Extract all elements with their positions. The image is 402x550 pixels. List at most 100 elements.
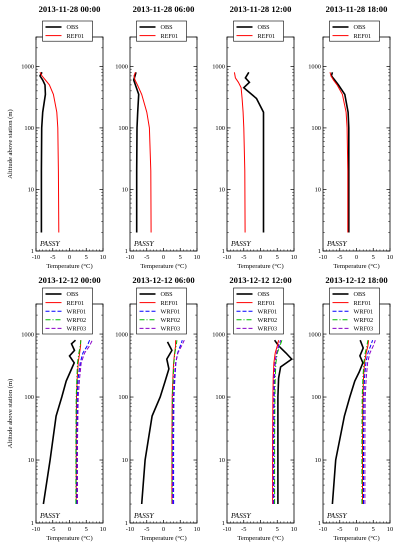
legend-box [42,20,93,42]
y-tick-label: 1000 [308,64,321,71]
panel-1: 2013-11-28 00:00 -10 -5 0 5 10 1 10 100 1000 Tempe… [7,4,106,270]
y-tick-label: 100 [215,125,225,132]
x-tick-label: -10 [223,526,232,533]
legend-label: WRF01 [161,308,181,315]
x-tick-label: 0 [162,254,165,261]
series-line-ref01 [39,72,60,233]
series-line-obs [242,71,265,233]
legend-label: REF01 [161,300,179,307]
x-tick-label: -10 [32,526,41,533]
legend-label: WRF03 [161,326,181,333]
series-line-wrf02 [274,340,283,504]
legend-label: OBS [67,291,80,298]
y-tick-label: 1000 [212,64,225,71]
series-line-ref01 [133,72,152,233]
series-line-obs [42,339,77,505]
y-axis-label: Altitude above station (m) [7,109,14,178]
legend: OBS REF01 [42,20,93,42]
series-line-wrf03 [364,340,376,504]
legend: OBS REF01 [136,20,187,42]
plot-frame [35,36,104,252]
x-tick-label: 0 [259,526,262,533]
legend-box [329,287,380,335]
legend-label: REF01 [354,300,372,307]
legend-label: REF01 [67,33,85,40]
series-line-wrf03 [172,339,185,504]
panel-7: 2013-12-12 12:00 -10 -5 0 5 10 1 10 100 1000 Tempe… [212,275,297,542]
y-tick-label: 1 [318,248,321,255]
legend-label: OBS [258,24,271,31]
x-tick-label: 5 [179,526,182,533]
legend-label: WRF02 [67,317,87,324]
series-line-wrf01 [76,340,91,504]
panel-5: 2013-12-12 00:00 -10 -5 0 5 10 1 10 100 1000 Tempe… [7,275,106,542]
legend-label: OBS [258,291,271,298]
panel-title: 2013-12-12 18:00 [325,275,387,285]
y-tick-label: 100 [24,394,34,401]
legend-label: OBS [354,291,367,298]
x-axis-label: Temperature (°C) [237,535,283,542]
series-line-wrf03 [272,340,282,504]
legend-label: REF01 [258,33,276,40]
y-tick-label: 10 [28,457,34,464]
y-tick-label: 1000 [115,331,128,338]
y-axis-label: Altitude above station (m) [7,379,14,448]
x-tick-label: 0 [259,254,262,261]
y-tick-label: 100 [215,394,225,401]
series-line-ref01 [362,340,370,504]
panel-title: 2013-11-28 12:00 [230,4,292,14]
y-tick-label: 10 [315,187,321,194]
x-tick-label: 10 [194,526,200,533]
legend-box [233,287,284,335]
x-axis-label: Temperature (°C) [333,263,379,270]
x-tick-label: -10 [32,254,41,261]
x-tick-label: 0 [355,254,358,261]
series-group [331,339,376,505]
legend-box [136,20,187,42]
plot-frame [129,36,198,252]
legend-label: WRF03 [354,326,374,333]
legend-label: REF01 [354,33,372,40]
y-tick-label: 1000 [212,331,225,338]
y-tick-label: 1000 [21,331,34,338]
series-group [233,71,265,233]
x-tick-label: -5 [50,526,55,533]
y-tick-label: 100 [24,125,34,132]
y-tick-label: 100 [118,125,128,132]
series-line-obs [132,72,140,233]
x-tick-label: 5 [85,254,88,261]
x-tick-label: -5 [337,254,342,261]
legend-box [329,20,380,42]
x-axis-label: Temperature (°C) [140,263,186,270]
y-tick-label: 1 [222,248,225,255]
legend-label: WRF03 [67,326,87,333]
legend-label: WRF01 [67,308,87,315]
x-axis-label: Temperature (°C) [333,535,379,542]
site-label: PASSY [39,239,60,248]
series-group [272,339,293,504]
site-label: PASSY [326,511,347,520]
panel-title: 2013-12-12 06:00 [132,275,194,285]
legend-label: WRF02 [354,317,374,324]
panel-2: 2013-11-28 06:00 -10 -5 0 5 10 1 10 100 1000 Tempe… [115,4,200,270]
series-group [39,71,60,233]
legend-label: OBS [67,24,80,31]
series-line-wrf03 [77,339,93,504]
series-line-obs [331,339,365,505]
y-tick-label: 100 [311,394,321,401]
series-line-ref01 [272,340,280,504]
x-tick-label: -5 [241,254,246,261]
site-label: PASSY [230,239,251,248]
y-tick-label: 1000 [21,64,34,71]
series-line-obs [330,72,350,233]
series-line-wrf01 [363,340,374,504]
x-tick-label: 5 [85,526,88,533]
x-tick-label: 0 [68,526,71,533]
site-label: PASSY [39,511,60,520]
x-axis-label: Temperature (°C) [46,263,92,270]
panel-title: 2013-12-12 12:00 [229,275,291,285]
y-tick-label: 1 [125,248,128,255]
x-tick-label: -10 [126,254,135,261]
